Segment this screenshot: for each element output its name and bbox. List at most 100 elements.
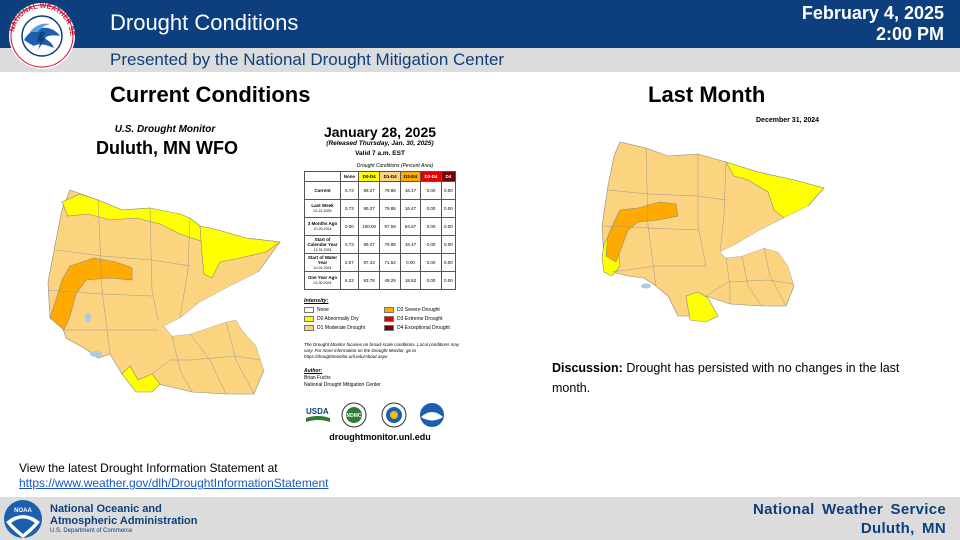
legend-label: D1 Moderate Drought xyxy=(317,325,366,331)
table-cell: 0.00 xyxy=(420,181,442,200)
subheader-bar xyxy=(0,48,960,72)
table-cell: 99.27 xyxy=(357,181,381,200)
table-cell: 99.27 xyxy=(357,199,381,218)
author-org: National Drought Mitigation Center xyxy=(304,382,381,388)
legend-swatch xyxy=(304,325,314,331)
legend-swatch xyxy=(304,316,314,322)
table-cell: 0.73 xyxy=(340,199,359,218)
row-label-text: Current xyxy=(314,188,331,193)
nws-office: National Weather Service Duluth, MN xyxy=(753,500,946,538)
table-cell: 0.00 xyxy=(340,217,359,236)
table-cell: 6.22 xyxy=(340,271,359,290)
table-cell: 79.88 xyxy=(379,199,401,218)
table-cell: 97.43 xyxy=(357,253,381,272)
drought-statement-link[interactable]: https://www.weather.gov/dlh/DroughtInfor… xyxy=(19,476,329,490)
released-date: (Released Thursday, Jan. 30, 2025) xyxy=(326,140,434,147)
table-row: Current 0.73 99.27 79.88 16.47 0.00 0.00 xyxy=(304,181,457,200)
row-label: 3 Months Ago 10-29-2024 xyxy=(304,217,341,236)
row-sub-text: 01-30-2024 xyxy=(313,281,332,285)
intensity-label: Intensity: xyxy=(304,298,329,304)
svg-text:NOAA: NOAA xyxy=(14,508,32,514)
row-label: Start of Calendar Year 12-31-2024 xyxy=(304,235,341,254)
row-sub-text: 01-21-2025 xyxy=(313,209,332,213)
current-conditions-heading: Current Conditions xyxy=(110,82,311,107)
table-cell: 79.88 xyxy=(379,235,401,254)
d2-region xyxy=(49,257,133,331)
noaa-logo: NOAA xyxy=(4,500,42,538)
row-label-text: One Year Ago xyxy=(307,275,338,280)
time-text: 2:00 PM xyxy=(875,24,944,44)
county-lines xyxy=(603,147,795,307)
table-cell: 0.00 xyxy=(420,199,442,218)
col-d1-d4: D1-D4 xyxy=(379,171,401,182)
header-bar xyxy=(0,0,960,48)
row-label: Last Week 01-21-2025 xyxy=(304,199,341,218)
row-label-text: Start of Water Year xyxy=(307,254,338,265)
legend-item: D0 Abnormally Dry xyxy=(304,316,359,322)
legend-label: D2 Severe Drought xyxy=(397,307,440,313)
table-row: Start of Calendar Year 12-31-2024 0.73 99… xyxy=(304,235,457,254)
table-cell: 71.52 xyxy=(379,253,401,272)
noaa-seal-icon xyxy=(420,403,444,427)
row-label: One Year Ago 01-30-2024 xyxy=(304,271,341,290)
ndmc-seal-icon: NDMC xyxy=(341,402,367,428)
discussion-label: Discussion: xyxy=(552,361,623,375)
author-name: Brian Fuchs xyxy=(304,375,331,381)
legend-swatch xyxy=(304,307,314,313)
table-row: Start of Water Year 10-01-2024 2.57 97.43… xyxy=(304,253,457,272)
col-d4: D4 xyxy=(440,171,457,182)
d0-arrowhead xyxy=(199,225,281,279)
last-month-drought-map xyxy=(601,141,828,330)
table-cell: 0.00 xyxy=(420,235,442,254)
noaa-line2: Atmospheric Administration xyxy=(50,515,198,527)
usdm-title: U.S. Drought Monitor xyxy=(114,124,216,135)
table-cell: 0.00 xyxy=(440,253,457,272)
presented-by: Presented by the National Drought Mitiga… xyxy=(110,50,505,69)
table-row: Last Week 01-21-2025 0.73 99.27 79.88 16.… xyxy=(304,199,457,218)
date-time: February 4, 2025 2:00 PM xyxy=(802,3,944,45)
latest-statement-text: View the latest Drought Information Stat… xyxy=(19,461,278,475)
last-month-date: December 31, 2024 xyxy=(756,117,820,124)
row-sub-text: 10-01-2024 xyxy=(313,265,332,270)
table-cell: 0.00 xyxy=(440,199,457,218)
table-row: One Year Ago 01-30-2024 6.22 93.78 49.29 … xyxy=(304,271,457,290)
table-cell: 0.00 xyxy=(440,235,457,254)
table-cell: 0.00 xyxy=(440,271,457,290)
noaa-line1: National Oceanic and xyxy=(50,503,162,515)
discussion-text: Discussion: Drought has persisted with n… xyxy=(552,358,932,398)
col-d2-d4: D2-D4 xyxy=(399,171,422,182)
table-cell: 0.00 xyxy=(420,253,442,272)
table-cell: 0.73 xyxy=(340,181,359,200)
discussion-body: Drought has persisted with no changes in… xyxy=(552,361,900,395)
table-cell: 2.57 xyxy=(340,253,359,272)
usdm-date: January 28, 2025 xyxy=(323,124,437,140)
svg-text:NDMC: NDMC xyxy=(347,413,362,419)
last-month-heading: Last Month xyxy=(648,82,766,107)
col-none: None xyxy=(340,171,359,182)
drought-monitor-url: droughtmonitor.unl.edu xyxy=(329,432,431,442)
table-cell: 18.62 xyxy=(399,271,422,290)
table-cell: 0.73 xyxy=(340,235,359,254)
table-cell: 0.00 xyxy=(399,253,422,272)
legend-label: D3 Extreme Drought xyxy=(397,316,443,322)
d0-south xyxy=(121,365,161,393)
row-label-text: 3 Months Ago xyxy=(307,221,338,226)
row-label-text: Start of Calendar Year xyxy=(307,236,338,247)
county-lines xyxy=(47,199,261,395)
noaa-name: National Oceanic and Atmospheric Adminis… xyxy=(50,503,198,527)
row-label: Start of Water Year 10-01-2024 xyxy=(304,253,341,272)
table-row: 3 Months Ago 10-29-2024 0.00 100.00 97.59… xyxy=(304,217,457,236)
legend-item: D2 Severe Drought xyxy=(384,307,440,313)
table-cell: 93.78 xyxy=(357,271,381,290)
usda-logo: USDA xyxy=(306,407,330,422)
author-block: Author: Brian Fuchs National Drought Mit… xyxy=(304,368,381,389)
nws-logo: NATIONAL WEATHER SERVICE xyxy=(4,2,75,69)
table-cell: 0.00 xyxy=(420,271,442,290)
table-cell: 99.27 xyxy=(357,235,381,254)
table-cell: 16.47 xyxy=(399,235,422,254)
lake-small xyxy=(641,283,651,289)
nws-line2: Duluth, MN xyxy=(860,520,946,537)
table-header-row: None D0-D4 D1-D4 D2-D4 D3-D4 D4 xyxy=(304,171,457,182)
date-text: February 4, 2025 xyxy=(801,3,944,23)
legend-item: D3 Extreme Drought xyxy=(384,316,443,322)
